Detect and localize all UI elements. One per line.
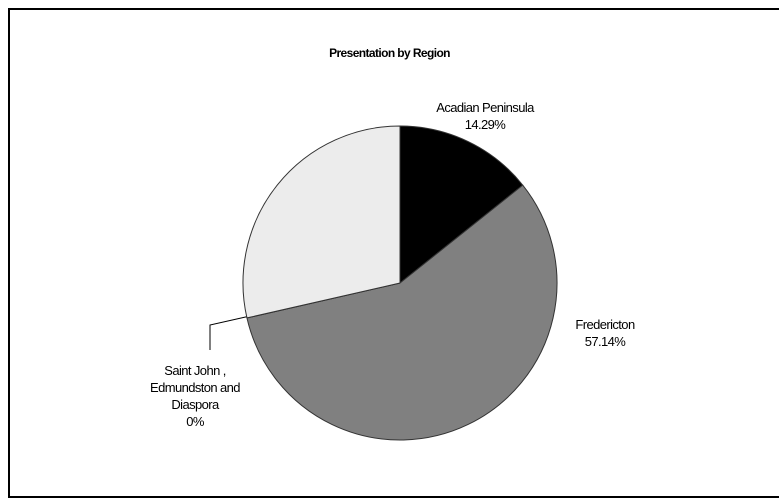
leader-line [209, 315, 251, 350]
category-label: Fredericton [575, 317, 635, 332]
chart [209, 125, 558, 441]
pie-slice [242, 125, 401, 319]
value-label: 57.14% [584, 334, 626, 349]
chart-title: Presentation by Region [329, 46, 450, 60]
pie-slice [399, 125, 524, 285]
page: Presentation by Region Acadian Peninsula… [8, 8, 779, 498]
category-label: Saint John , Edmundston and Diaspora [150, 363, 241, 412]
value-label: 14.29% [464, 117, 506, 132]
pie-slice [246, 184, 558, 441]
category-label: Acadian Peninsula [436, 100, 534, 115]
value-label: 0% [186, 414, 204, 429]
